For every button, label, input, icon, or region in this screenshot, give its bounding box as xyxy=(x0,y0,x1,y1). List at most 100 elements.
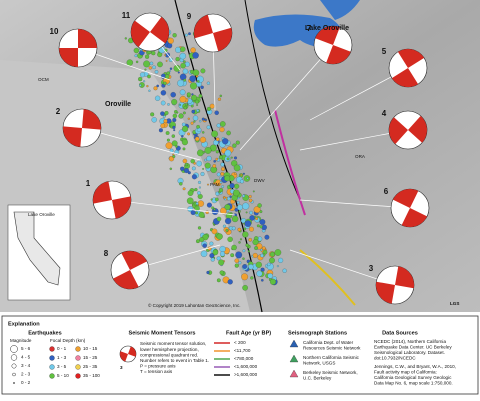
legend-text: 35 - 100 xyxy=(83,373,100,378)
leader-line xyxy=(111,199,236,216)
earthquake-dot xyxy=(248,195,252,199)
legend-text: Number refers to event in Table 1. xyxy=(140,358,209,363)
earthquake-dot xyxy=(245,243,249,247)
legend-text: lower hemisphere projection, xyxy=(140,347,199,352)
earthquake-dot xyxy=(178,113,184,119)
earthquake-dot xyxy=(210,257,215,262)
earthquake-dot xyxy=(210,198,213,201)
earthquake-dot xyxy=(261,246,266,251)
earthquake-dot xyxy=(177,79,185,87)
earthquake-dot xyxy=(196,160,203,167)
earthquake-dot xyxy=(135,60,139,64)
station-label: DWV xyxy=(254,178,266,183)
earthquake-dot xyxy=(213,139,219,146)
earthquake-dot xyxy=(197,80,200,83)
earthquake-dot xyxy=(231,244,237,251)
earthquake-dot xyxy=(182,111,186,115)
fault xyxy=(244,0,301,201)
earthquake-dot xyxy=(143,80,146,83)
depth-symbol xyxy=(75,355,81,361)
legend-text: Explanation xyxy=(8,321,40,327)
earthquake-dot xyxy=(218,155,223,160)
logo: LGS xyxy=(450,301,459,306)
earthquake-dot xyxy=(218,259,225,266)
legend-text: <780,000 xyxy=(234,356,254,361)
earthquake-dot xyxy=(225,217,232,225)
earthquake-dot xyxy=(173,64,181,72)
inset-label: Lake Oroville xyxy=(28,212,55,217)
tensor-quadrant xyxy=(194,14,232,52)
earthquake-dot xyxy=(190,121,194,125)
earthquake-dot xyxy=(187,171,191,175)
earthquake-dot xyxy=(183,105,187,110)
tensor-number: 7 xyxy=(307,24,312,33)
legend-text: 0 - 1 xyxy=(57,346,67,351)
earthquake-dot xyxy=(149,61,154,66)
earthquake-dot xyxy=(225,212,233,219)
earthquake-dot xyxy=(226,130,231,136)
earthquake-dot xyxy=(192,115,199,121)
legend-text: Berkeley Seismic Network, xyxy=(303,370,358,375)
earthquake-dot xyxy=(234,258,239,263)
legend-text: Data Sources xyxy=(382,330,418,336)
leader-line xyxy=(81,127,201,161)
earthquake-dot xyxy=(238,241,241,244)
station-label: ORA xyxy=(355,154,366,159)
station-symbol xyxy=(289,339,299,348)
earthquake-dot xyxy=(154,70,159,74)
legend-text: 3 - 4 xyxy=(21,363,31,368)
earthquake-dot xyxy=(219,270,224,275)
earthquake-dot xyxy=(249,226,254,232)
legend-text: Network, USGS xyxy=(303,361,335,366)
earthquake-dot xyxy=(164,110,169,115)
earthquake-dot xyxy=(245,211,248,214)
depth-symbol xyxy=(75,346,81,352)
earthquake-dot xyxy=(233,164,241,172)
tensor-number: 2 xyxy=(56,107,61,116)
earthquake-dot xyxy=(181,122,186,127)
earthquake-dot xyxy=(179,103,182,106)
earthquake-dot xyxy=(163,119,168,124)
earthquake-dot xyxy=(162,115,166,119)
earthquake-dot xyxy=(182,187,186,191)
earthquake-dot xyxy=(234,156,238,160)
tensor-number: 10 xyxy=(50,27,59,36)
legend-text: U.C. Berkeley xyxy=(303,376,332,381)
earthquake-dot xyxy=(259,225,263,229)
earthquake-dot xyxy=(227,279,233,285)
earthquake-dot xyxy=(194,188,198,192)
tensor-number: 6 xyxy=(384,187,389,196)
earthquake-dot xyxy=(160,90,167,96)
legend-text: Jennings, C.W., and Bryant, W.A., 2010, xyxy=(374,364,456,369)
town-label: Oroville xyxy=(105,101,131,108)
earthquake-dot xyxy=(244,220,252,227)
earthquake-dot xyxy=(169,67,173,70)
legend-text: compressional quadrant red. xyxy=(140,352,198,357)
earthquake-dot xyxy=(238,261,242,265)
earthquake-dot xyxy=(218,188,224,193)
earthquake-dot xyxy=(197,200,204,207)
tensor-quadrant xyxy=(392,189,428,227)
earthquake-dot xyxy=(219,246,226,253)
earthquake-dot xyxy=(207,183,209,186)
earthquake-dot xyxy=(200,68,206,74)
earthquake-dot xyxy=(241,273,249,281)
magnitude-symbol xyxy=(11,363,17,369)
earthquake-dot xyxy=(211,208,219,215)
earthquake-dot xyxy=(242,194,246,198)
earthquake-dot xyxy=(234,263,239,268)
earthquake-dot xyxy=(160,100,166,106)
earthquake-dot xyxy=(224,149,232,157)
earthquake-dot xyxy=(220,172,225,176)
earthquake-dot xyxy=(190,158,195,164)
earthquake-dot xyxy=(215,157,219,161)
earthquake-dot xyxy=(195,202,199,205)
earthquake-dot xyxy=(207,106,212,111)
earthquake-dot xyxy=(165,131,170,135)
earthquake-dot xyxy=(206,155,212,162)
legend-text: >1,600,000 xyxy=(234,372,258,377)
legend-text: Seismological Laboratory. Dataset. xyxy=(374,350,445,355)
tensor-quadrant xyxy=(131,16,169,48)
earthquake-dot xyxy=(196,104,199,106)
earthquake-dot xyxy=(181,139,188,146)
